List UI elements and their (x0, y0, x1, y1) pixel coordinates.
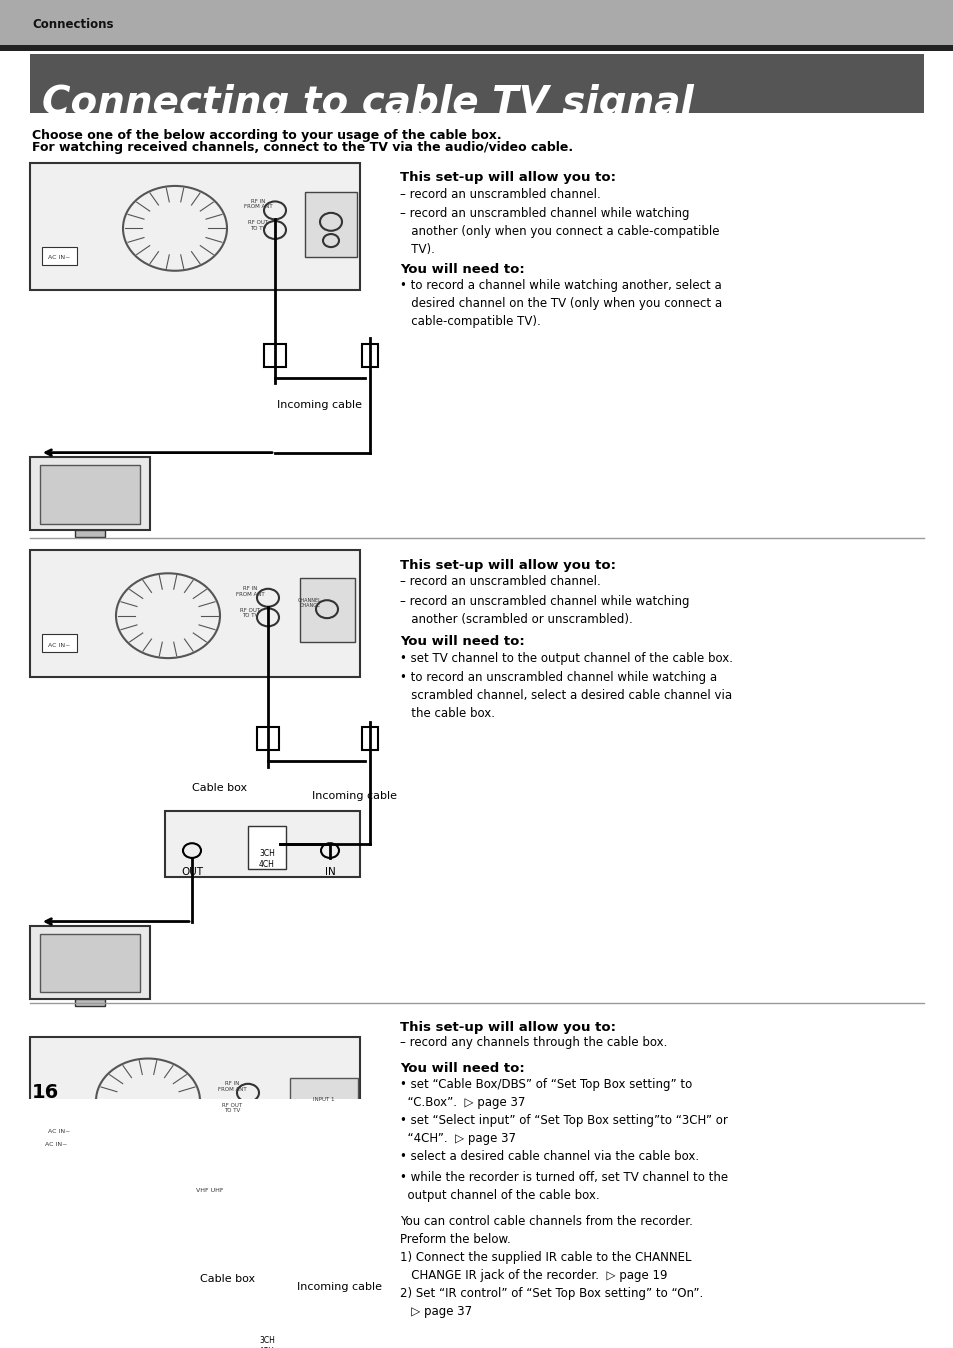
Text: VHF UHF: VHF UHF (196, 1188, 224, 1193)
Bar (30, 1039, 359, 1047)
Bar (264, 344, 286, 367)
Text: Connecting to cable TV signal: Connecting to cable TV signal (42, 84, 693, 123)
Text: RF IN
FROM ANT: RF IN FROM ANT (235, 586, 264, 597)
Text: 3CH
4CH: 3CH 4CH (259, 849, 274, 869)
Bar (75, 999, 105, 1006)
Bar (0, 0, 953, 44)
Bar (361, 344, 377, 367)
Bar (30, 163, 359, 290)
Bar (248, 826, 286, 868)
Bar (290, 1078, 357, 1151)
Bar (30, 1054, 359, 1060)
Bar (236, 1225, 258, 1248)
Text: AC IN~: AC IN~ (48, 1130, 71, 1135)
Bar (30, 926, 150, 999)
Text: AC IN~: AC IN~ (48, 255, 71, 260)
Text: • set TV channel to the output channel of the cable box.: • set TV channel to the output channel o… (399, 651, 732, 665)
Text: You will need to:: You will need to: (399, 635, 524, 648)
Text: – record an unscrambled channel.: – record an unscrambled channel. (399, 187, 600, 201)
Text: RF OUT
TO TV: RF OUT TO TV (240, 608, 260, 617)
Bar (42, 635, 77, 652)
Bar (30, 457, 150, 530)
Bar (168, 1298, 363, 1348)
Text: 3CH
4CH: 3CH 4CH (259, 1336, 274, 1348)
Text: Incoming cable: Incoming cable (277, 399, 362, 410)
Text: This set-up will allow you to:: This set-up will allow you to: (399, 558, 616, 572)
Text: • set “Cable Box/DBS” of “Set Top Box setting” to
  “C.Box”.  ▷ page 37: • set “Cable Box/DBS” of “Set Top Box se… (399, 1078, 692, 1109)
Text: AC IN~: AC IN~ (45, 1142, 67, 1147)
Text: Cable box: Cable box (200, 1274, 255, 1283)
Bar (38, 1134, 73, 1151)
Bar (30, 550, 359, 677)
Text: AC IN~: AC IN~ (48, 643, 71, 647)
Bar (40, 465, 140, 523)
Text: 16: 16 (32, 1082, 59, 1101)
Circle shape (316, 1105, 331, 1116)
Text: – record any channels through the cable box.: – record any channels through the cable … (399, 1035, 667, 1049)
Text: You can control cable channels from the recorder.
Preform the below.
1) Connect : You can control cable channels from the … (399, 1215, 702, 1318)
Text: For watching received channels, connect to the TV via the audio/video cable.: For watching received channels, connect … (32, 142, 573, 154)
Circle shape (316, 1124, 331, 1135)
Text: This set-up will allow you to:: This set-up will allow you to: (399, 171, 616, 185)
Text: • to record an unscrambled channel while watching a
   scrambled channel, select: • to record an unscrambled channel while… (399, 671, 731, 720)
Text: • while the recorder is turned off, set TV channel to the
  output channel of th: • while the recorder is turned off, set … (399, 1171, 727, 1202)
Text: • select a desired cable channel via the cable box.: • select a desired cable channel via the… (399, 1150, 699, 1163)
Circle shape (335, 1105, 350, 1116)
Bar (30, 54, 923, 112)
Text: IN: IN (324, 867, 335, 878)
Bar (361, 728, 377, 751)
Bar (40, 934, 140, 992)
Bar (0, 44, 953, 51)
Text: – record an unscrambled channel.: – record an unscrambled channel. (399, 576, 600, 588)
Text: – record an unscrambled channel while watching
   another (only when you connect: – record an unscrambled channel while wa… (399, 208, 719, 256)
Text: You will need to:: You will need to: (399, 263, 524, 275)
Bar (361, 1225, 377, 1248)
Circle shape (335, 1124, 350, 1135)
Text: – record an unscrambled channel while watching
   another (scrambled or unscramb: – record an unscrambled channel while wa… (399, 594, 689, 625)
Text: INPUT 1: INPUT 1 (313, 1097, 335, 1101)
Text: You will need to:: You will need to: (399, 1062, 524, 1074)
Text: RF IN
FROM ANT: RF IN FROM ANT (243, 200, 272, 209)
Text: Connections: Connections (32, 18, 113, 31)
Bar (165, 811, 359, 876)
Circle shape (297, 1124, 312, 1135)
Text: Cable box: Cable box (193, 783, 247, 793)
Text: RF OUT
TO TV: RF OUT TO TV (222, 1103, 242, 1113)
Text: OUT: OUT (181, 867, 203, 878)
Text: Incoming cable: Incoming cable (297, 1282, 382, 1291)
Text: Incoming cable: Incoming cable (313, 791, 397, 801)
Text: RF OUT
TO TV: RF OUT TO TV (248, 220, 268, 231)
Bar (30, 1038, 359, 1163)
Text: • set “Select input” of “Set Top Box setting”to “3CH” or
  “4CH”.  ▷ page 37: • set “Select input” of “Set Top Box set… (399, 1113, 727, 1144)
Circle shape (297, 1105, 312, 1116)
Text: Choose one of the below according to your usage of the cable box.: Choose one of the below according to you… (32, 129, 501, 142)
Bar (256, 728, 278, 751)
Bar (248, 1313, 286, 1348)
Text: This set-up will allow you to:: This set-up will allow you to: (399, 1020, 616, 1034)
Bar (42, 247, 77, 266)
Bar (75, 530, 105, 537)
Bar (42, 1122, 77, 1139)
Text: CHANNEL
CHANGE: CHANNEL CHANGE (297, 597, 321, 608)
Bar (299, 578, 355, 642)
Text: • to record a channel while watching another, select a
   desired channel on the: • to record a channel while watching ano… (399, 279, 721, 328)
Text: RF IN
FROM ANT: RF IN FROM ANT (217, 1081, 246, 1092)
Bar (305, 191, 356, 257)
